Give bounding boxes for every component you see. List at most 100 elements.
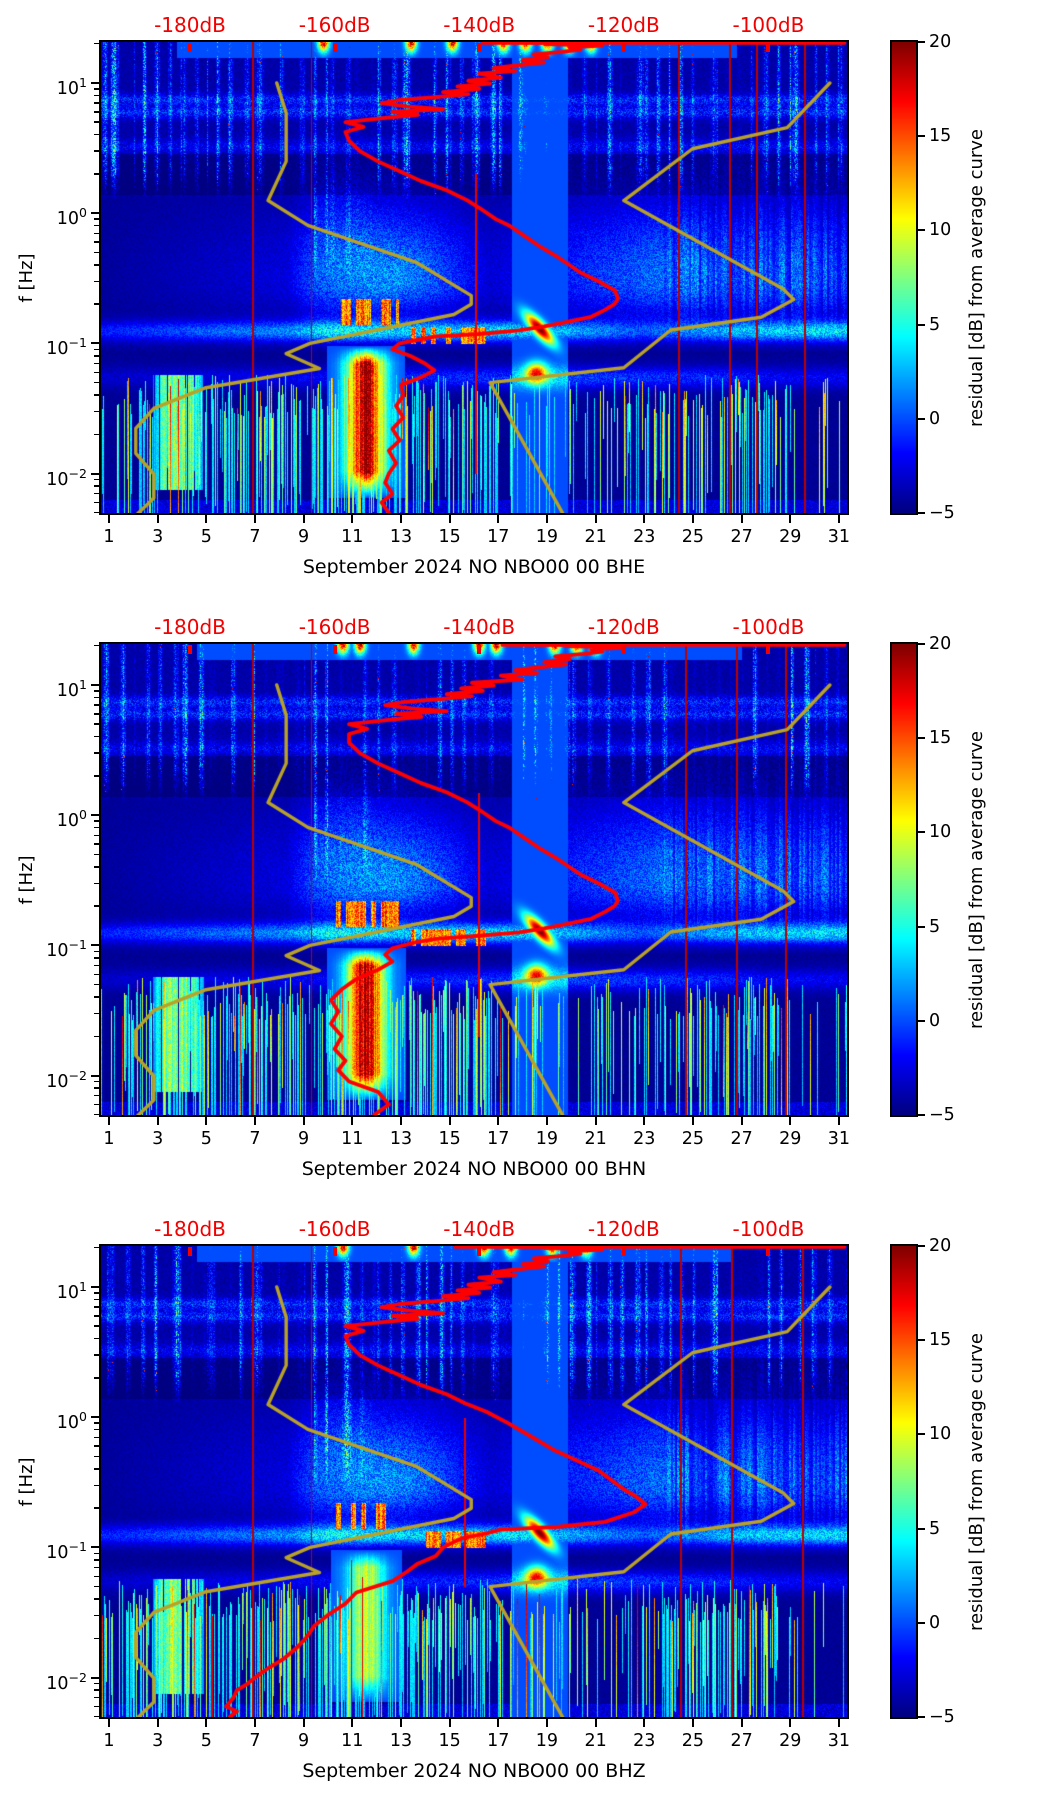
y-axis-label: f [Hz]	[16, 252, 37, 303]
top-db-tick	[766, 1247, 771, 1256]
y-minor-tick	[94, 371, 99, 373]
y-minor-tick	[94, 1095, 99, 1097]
top-db-tick-label: -120dB	[587, 13, 660, 37]
x-tick	[594, 1117, 597, 1125]
y-tick	[91, 1285, 99, 1288]
colorbar-tick-label: 0	[929, 1010, 941, 1031]
x-tick-label: 19	[535, 527, 559, 547]
y-minor-tick	[94, 1114, 99, 1116]
x-tick	[740, 1719, 743, 1727]
y-minor-tick	[94, 1614, 99, 1617]
x-tick-label: 29	[779, 1129, 802, 1149]
x-tick-label: 25	[681, 527, 705, 547]
y-minor-tick	[94, 478, 99, 481]
top-db-tick	[332, 645, 337, 654]
y-minor-tick	[94, 1682, 99, 1685]
x-tick	[545, 1719, 548, 1727]
x-tick	[302, 1719, 305, 1727]
x-tick	[108, 1719, 110, 1727]
x-tick	[448, 515, 451, 523]
y-tick	[91, 814, 99, 817]
y-minor-tick	[94, 1292, 99, 1294]
y-tick-label: 100	[56, 205, 87, 229]
y-minor-tick	[94, 957, 99, 959]
x-tick-label: 15	[438, 1129, 461, 1149]
colorbar-tick	[918, 1019, 925, 1022]
y-minor-tick	[94, 1552, 99, 1555]
x-tick-label: 15	[438, 527, 461, 547]
top-db-tick-label: -120dB	[587, 1217, 660, 1241]
top-db-tick-label: -160dB	[298, 615, 371, 639]
colorbar-tick-label: 20	[929, 634, 952, 654]
y-minor-tick	[94, 645, 99, 647]
x-tick-label: 11	[341, 527, 364, 547]
y-tick-label: 10−1	[46, 937, 87, 962]
y-minor-tick	[94, 150, 99, 152]
y-axis-label: f [Hz]	[16, 1456, 37, 1507]
colorbar-frame	[890, 40, 918, 515]
x-tick-label: 7	[249, 1731, 261, 1751]
colorbar-tick	[918, 1621, 925, 1624]
y-minor-tick	[94, 964, 99, 967]
y-tick	[91, 944, 99, 947]
x-tick-label: 25	[681, 1731, 705, 1751]
y-tick	[91, 472, 99, 475]
y-minor-tick	[94, 843, 99, 845]
colorbar-tick-label: 15	[929, 728, 952, 749]
colorbar-canvas	[892, 644, 916, 1115]
x-tick	[789, 1719, 792, 1727]
x-tick	[497, 1719, 500, 1727]
x-tick	[302, 1117, 305, 1125]
x-tick	[108, 515, 110, 523]
y-minor-tick	[94, 134, 99, 136]
y-tick	[91, 1416, 99, 1419]
top-db-tick-label: -160dB	[298, 13, 371, 37]
y-minor-tick	[94, 1484, 99, 1486]
y-minor-tick	[94, 43, 99, 45]
y-minor-tick	[94, 1422, 99, 1424]
plot-frame	[99, 642, 849, 1117]
top-db-tick-label: -180dB	[154, 615, 226, 639]
plot-frame	[99, 1244, 849, 1719]
x-tick	[156, 1719, 159, 1727]
x-tick-label: 7	[249, 527, 261, 547]
colorbar-tick	[918, 831, 925, 834]
x-tick-label: 17	[487, 527, 510, 547]
x-tick-label: 27	[730, 527, 753, 547]
y-minor-tick	[94, 713, 99, 715]
y-minor-tick	[94, 485, 99, 487]
x-tick	[740, 515, 743, 523]
colorbar-tick	[918, 737, 925, 740]
colorbar-label: residual [dB] from average curve	[966, 1332, 987, 1631]
y-tick-label: 10−1	[46, 335, 87, 360]
y-minor-tick	[94, 1080, 99, 1083]
y-axis-label: f [Hz]	[16, 854, 37, 905]
top-db-tick	[477, 1247, 482, 1256]
colorbar-tick	[918, 417, 925, 420]
y-minor-tick	[94, 1012, 99, 1015]
y-tick	[91, 1546, 99, 1549]
y-tick-label: 10−2	[46, 1067, 87, 1092]
y-minor-tick	[94, 241, 99, 243]
x-tick-label: 5	[200, 527, 212, 547]
x-tick	[351, 515, 354, 523]
x-tick-label: 23	[633, 1129, 656, 1149]
x-tick-label: 31	[827, 527, 851, 547]
x-tick-label: 13	[389, 527, 413, 547]
y-minor-tick	[94, 1598, 99, 1600]
colorbar-tick-label: 10	[929, 822, 952, 843]
colorbar-tick	[918, 229, 925, 232]
colorbar-tick-label: 0	[929, 408, 941, 429]
y-minor-tick	[94, 88, 99, 90]
x-tick	[253, 1117, 256, 1125]
x-tick	[399, 1117, 402, 1125]
x-tick	[691, 1117, 694, 1125]
y-minor-tick	[94, 882, 99, 884]
y-minor-tick	[94, 690, 99, 692]
colorbar-tick-label: 20	[929, 32, 952, 52]
y-minor-tick	[94, 218, 99, 220]
y-minor-tick	[94, 696, 99, 699]
top-db-tick	[766, 645, 771, 654]
top-db-tick-label: -140dB	[443, 13, 516, 37]
